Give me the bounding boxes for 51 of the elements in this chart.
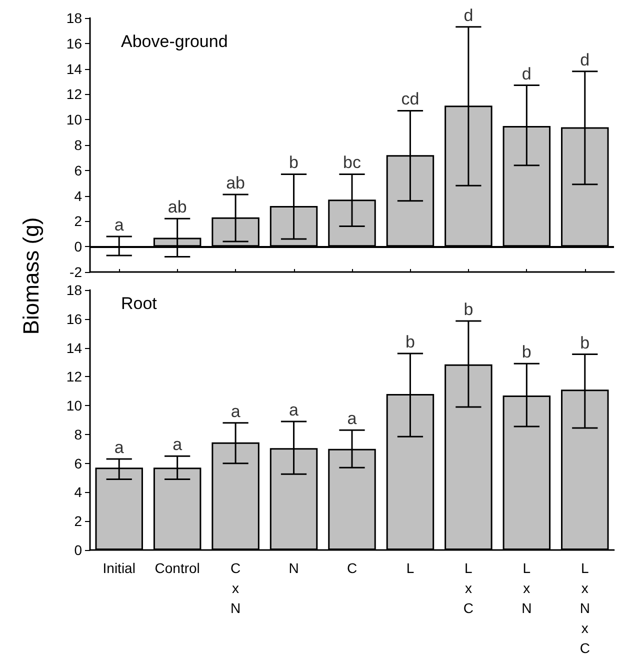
y-tick-label: 6: [74, 455, 82, 472]
annotation: cd: [401, 90, 420, 109]
chart-title: Root: [121, 294, 158, 313]
annotation: a: [114, 215, 124, 234]
y-axis-title: Biomass (g): [19, 217, 45, 335]
text: Above-ground: [121, 32, 228, 51]
x-tick-label: N: [288, 560, 299, 576]
y-tick-label: 0: [74, 238, 82, 255]
annotation: ab: [226, 174, 246, 193]
y-tick-label: 18: [66, 10, 82, 26]
y-tick-label: 16: [66, 35, 82, 52]
annotation: d: [522, 64, 532, 84]
annotation: bc: [343, 153, 362, 172]
x-tick-label: L x C: [463, 560, 474, 616]
y-tick-label: 4: [74, 188, 82, 204]
y-tick-label: 14: [66, 60, 82, 77]
annotation: a: [347, 409, 358, 428]
y-tick-label: 4: [74, 484, 82, 500]
annotation: b: [580, 333, 590, 352]
y-tick-label: -2: [70, 264, 82, 280]
annotation: ab: [168, 198, 187, 217]
x-tick-label: C x N: [230, 560, 241, 616]
x-tick-label: L: [406, 560, 414, 576]
y-tick-label: 14: [66, 340, 82, 356]
x-tick-label: L x N: [522, 560, 532, 616]
annotation: b: [464, 300, 474, 320]
y-tick-label: 6: [74, 162, 82, 178]
annotation: b: [522, 342, 532, 362]
y-tick-label: 12: [66, 368, 82, 385]
annotation: d: [580, 50, 590, 70]
y-tick-label: 2: [74, 213, 82, 230]
y-tick-label: 10: [66, 398, 82, 414]
x-tick-label: Initial: [102, 560, 136, 576]
annotation: a: [289, 400, 300, 420]
annotation: b: [289, 153, 299, 172]
x-tick-label: Control: [154, 560, 200, 576]
annotation: a: [114, 438, 124, 457]
y-tick-label: 2: [74, 513, 82, 530]
annotation: b: [405, 332, 415, 352]
annotation: a: [230, 402, 241, 421]
y-tick-label: 8: [74, 137, 82, 153]
y-tick-label: 10: [66, 112, 82, 128]
y-tick-label: 18: [66, 282, 82, 298]
annotation: a: [172, 435, 183, 454]
x-tick-label: L x N x C: [580, 560, 590, 656]
y-tick-label: 16: [66, 310, 82, 327]
y-tick-label: 12: [66, 86, 82, 102]
annotation: d: [464, 6, 474, 25]
y-tick-label: 8: [74, 426, 82, 442]
y-tick-label: 0: [74, 542, 82, 558]
x-tick-label: C: [346, 560, 358, 576]
